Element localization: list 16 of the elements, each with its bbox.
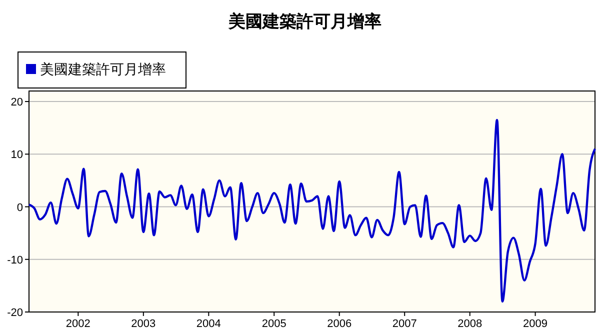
y-tick-label: 10: [10, 149, 23, 162]
legend-label: 美國建築許可月增率: [40, 62, 166, 78]
line-series: [28, 118, 596, 303]
x-tick-label: 2003: [131, 318, 156, 330]
x-tick-label: 2002: [66, 318, 90, 330]
x-tick-label: 2008: [458, 318, 482, 330]
x-tick-label: 2005: [262, 318, 286, 330]
x-tick-label: 2004: [196, 318, 221, 330]
y-tick-label: -10: [7, 254, 23, 266]
x-tick-label: 2006: [327, 318, 352, 330]
chart-title: 美國建築許可月增率: [228, 12, 382, 32]
y-tick-label: -20: [7, 307, 23, 319]
x-tick-label: 2009: [523, 318, 548, 330]
y-tick-label: 0: [16, 202, 23, 214]
y-tick-label: 20: [10, 96, 23, 109]
x-tick-label: 2007: [392, 318, 417, 330]
